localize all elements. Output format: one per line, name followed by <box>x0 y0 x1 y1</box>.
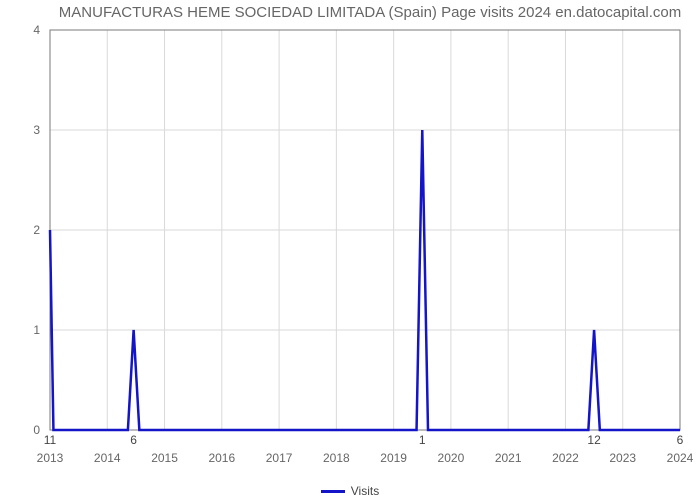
svg-text:2016: 2016 <box>208 451 235 465</box>
svg-text:2018: 2018 <box>323 451 350 465</box>
svg-text:2017: 2017 <box>266 451 293 465</box>
svg-text:2023: 2023 <box>609 451 636 465</box>
svg-text:2022: 2022 <box>552 451 579 465</box>
chart-title: MANUFACTURAS HEME SOCIEDAD LIMITADA (Spa… <box>50 4 690 21</box>
svg-text:3: 3 <box>33 123 40 137</box>
chart-legend: Visits <box>0 484 700 498</box>
svg-text:0: 0 <box>33 423 40 437</box>
legend-label: Visits <box>351 484 379 498</box>
svg-text:6: 6 <box>130 433 137 447</box>
svg-text:2019: 2019 <box>380 451 407 465</box>
svg-text:2015: 2015 <box>151 451 178 465</box>
svg-text:6: 6 <box>677 433 684 447</box>
svg-text:11: 11 <box>44 433 57 447</box>
svg-text:2014: 2014 <box>94 451 121 465</box>
svg-text:2013: 2013 <box>37 451 64 465</box>
svg-text:2021: 2021 <box>495 451 522 465</box>
svg-text:4: 4 <box>33 23 40 37</box>
visits-line-chart: MANUFACTURAS HEME SOCIEDAD LIMITADA (Spa… <box>0 0 700 500</box>
svg-text:2020: 2020 <box>438 451 465 465</box>
svg-text:12: 12 <box>587 433 601 447</box>
legend-swatch <box>321 490 345 493</box>
svg-text:2024: 2024 <box>667 451 694 465</box>
svg-text:2: 2 <box>33 223 40 237</box>
svg-text:1: 1 <box>33 323 40 337</box>
chart-svg: 0123420132014201520162017201820192020202… <box>0 0 700 500</box>
svg-text:1: 1 <box>419 433 426 447</box>
